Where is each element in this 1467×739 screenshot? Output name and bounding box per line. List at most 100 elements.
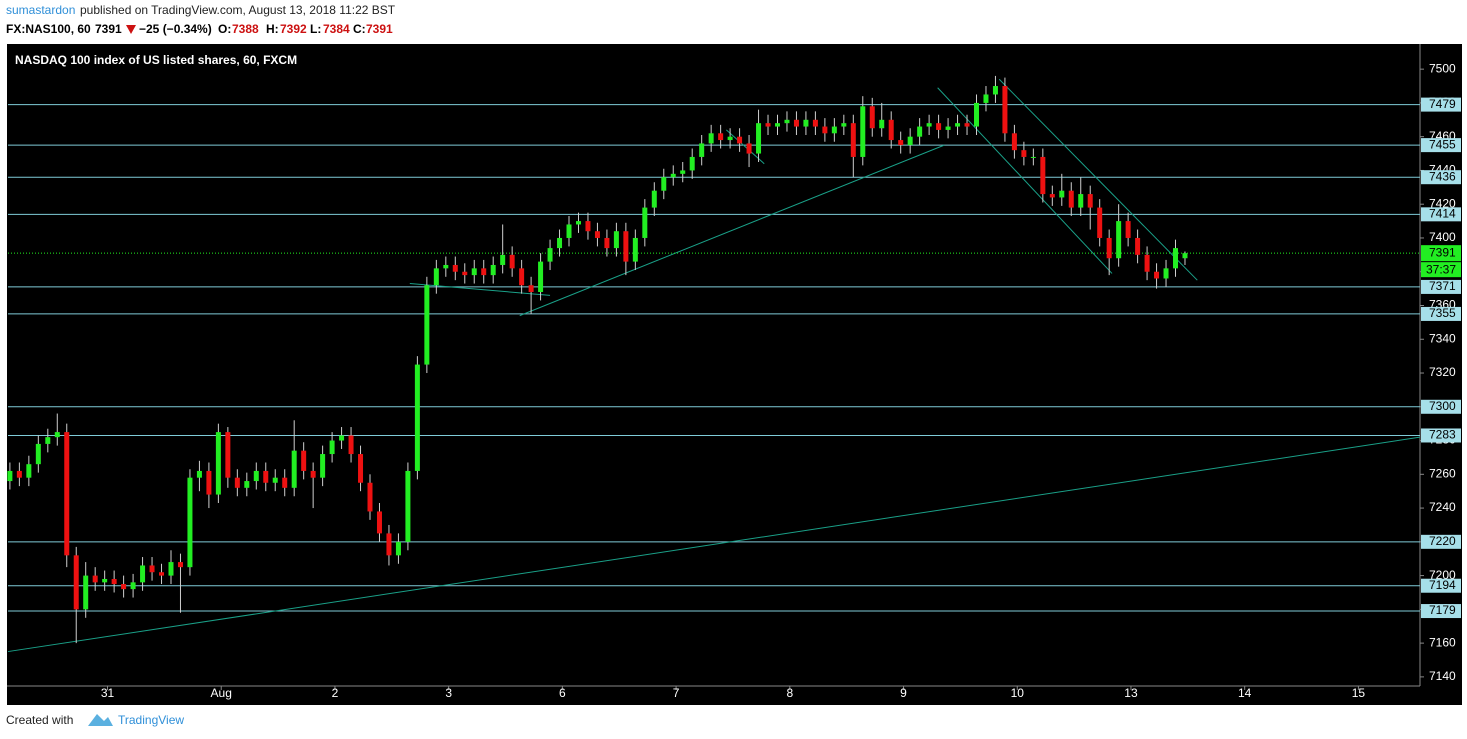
candle-body (348, 435, 354, 455)
candle-body (831, 126, 837, 134)
y-tick-label: 7140 (1429, 669, 1456, 683)
symbol: FX:NAS100, 60 (6, 22, 91, 36)
l: 7384 (323, 22, 350, 36)
candle-body (955, 123, 961, 127)
candle-body (1154, 271, 1160, 279)
candle-body (443, 264, 449, 269)
price: 7391 (95, 22, 122, 36)
candle-body (651, 190, 657, 208)
c: 7391 (366, 22, 393, 36)
candle-body (111, 578, 117, 585)
candle-body (253, 470, 259, 482)
x-tick-label: 9 (900, 686, 907, 700)
candle-body (756, 123, 762, 154)
trend-line (409, 283, 551, 296)
candle-body (992, 86, 998, 95)
candle-body (54, 432, 60, 438)
candle-body (964, 123, 970, 127)
candle-body (339, 435, 345, 441)
level-label: 7283 (1429, 428, 1456, 442)
candle-body (1182, 253, 1188, 259)
x-tick-label: 3 (445, 686, 452, 700)
y-tick-label: 7160 (1429, 635, 1456, 649)
candle-body (632, 237, 638, 262)
candle-body (490, 264, 496, 276)
candle-body (708, 133, 714, 144)
candle-body (462, 271, 468, 276)
candle-body (774, 123, 780, 127)
candle-body (1087, 194, 1093, 208)
candle-body (187, 477, 193, 568)
candle-body (879, 119, 885, 129)
candle-body (670, 173, 676, 178)
candle-body (604, 237, 610, 249)
x-tick-label: Aug (211, 686, 232, 700)
candle-body (689, 156, 695, 171)
chart-bg (7, 44, 1462, 705)
countdown-box (1421, 262, 1461, 278)
candle-body (282, 477, 288, 488)
down-arrow (126, 25, 136, 34)
candle-body (102, 578, 108, 583)
level-box (1421, 534, 1461, 549)
brand[interactable]: TradingView (118, 713, 184, 727)
candle-body (746, 143, 752, 154)
candle-body (509, 254, 515, 269)
candle-body (414, 364, 420, 471)
candle-body (557, 237, 563, 249)
y-tick-label: 7260 (1429, 466, 1456, 480)
candle-body (225, 432, 231, 478)
candle-body (35, 443, 41, 465)
candle-body (850, 123, 856, 157)
candle-body (575, 221, 581, 225)
candle-body (547, 248, 553, 262)
candle-body (936, 123, 942, 130)
level-label: 7355 (1429, 306, 1456, 320)
level-label: 7371 (1429, 279, 1456, 293)
candle-body (1116, 221, 1122, 259)
candle-body (519, 268, 525, 286)
candle-body (168, 562, 174, 576)
candle-body (784, 119, 790, 124)
y-tick-label: 7500 (1429, 61, 1456, 75)
last-price-box (1421, 245, 1461, 262)
candle-body (718, 133, 724, 141)
candle-body (140, 565, 146, 583)
level-box (1421, 170, 1461, 185)
candle-body (1078, 194, 1084, 208)
y-tick-label: 7200 (1429, 568, 1456, 582)
level-label: 7179 (1429, 603, 1456, 617)
candle-body (1021, 150, 1027, 157)
level-box (1421, 399, 1461, 414)
author[interactable]: sumastardon (6, 3, 75, 17)
candle-body (149, 565, 155, 573)
level-label: 7479 (1429, 97, 1456, 111)
y-tick-label: 7400 (1429, 230, 1456, 244)
candle-body (272, 477, 278, 483)
candle-body (822, 126, 828, 134)
candle-body (26, 464, 32, 478)
candle-body (121, 584, 127, 590)
level-box (1421, 578, 1461, 593)
level-box (1421, 279, 1461, 294)
candle-body (405, 470, 411, 542)
candle-body (1125, 221, 1131, 238)
candle-body (803, 119, 809, 127)
candle-body (585, 221, 591, 232)
x-tick-label: 13 (1124, 686, 1138, 700)
candle-body (528, 285, 534, 292)
candle-body (699, 143, 705, 157)
l-label: L: (310, 22, 321, 36)
level-label: 7220 (1429, 534, 1456, 548)
candle-body (623, 231, 629, 262)
candle-body (206, 470, 212, 495)
candle-body (159, 572, 165, 576)
candle-body (177, 562, 183, 568)
ohlc-line: FX:NAS100, 60 7391 −25 (−0.34%) O: 7388 … (6, 22, 393, 36)
candle-body (301, 450, 307, 471)
published: published on TradingView.com, August 13,… (80, 3, 396, 17)
x-tick-label: 10 (1011, 686, 1025, 700)
created-with: Created with (6, 713, 73, 727)
candle-body (1030, 156, 1036, 158)
